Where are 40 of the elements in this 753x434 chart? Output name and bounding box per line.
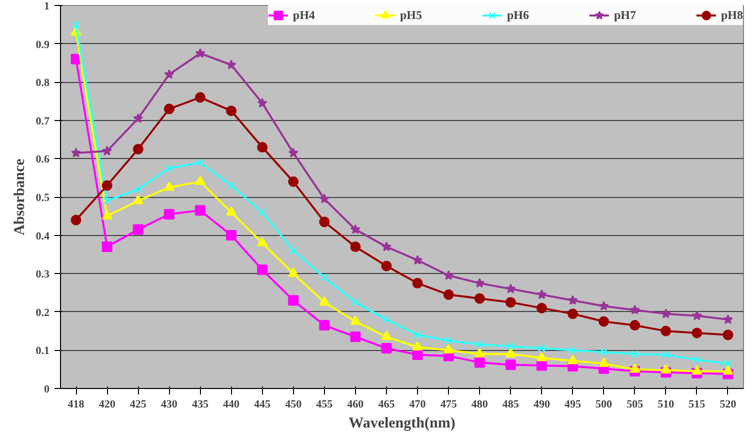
x-tick-label: 520	[720, 398, 737, 410]
x-tick-label: 420	[98, 398, 116, 410]
x-tick-label: 495	[564, 398, 582, 410]
x-tick-label: 445	[254, 398, 272, 410]
y-tick-label: 1	[44, 0, 50, 12]
y-tick-label: 0.7	[36, 115, 50, 128]
x-tick-label: 515	[688, 398, 706, 410]
x-tick-label: 470	[409, 398, 426, 410]
x-tick-label: 475	[440, 398, 458, 410]
x-tick-label: 490	[533, 398, 550, 410]
x-tick-label: 418	[68, 398, 85, 410]
x-tick-label: 510	[658, 398, 675, 410]
legend-label: pH8	[720, 8, 743, 22]
x-axis-title: Wavelength(nm)	[348, 416, 456, 432]
x-tick-label: 430	[160, 398, 178, 410]
y-tick-label: 0.4	[36, 230, 50, 242]
legend-label: pH5	[400, 8, 422, 22]
y-tick-label: 0	[44, 384, 50, 396]
y-tick-label: 0.3	[36, 268, 50, 281]
x-tick-label: 480	[471, 398, 488, 410]
x-tick-label: 425	[130, 398, 147, 410]
x-tick-label: 460	[347, 398, 364, 410]
x-tick-label: 485	[502, 398, 520, 410]
x-tick-label: 455	[316, 398, 334, 410]
y-axis-title: Absorbance	[12, 158, 28, 236]
legend-label: pH6	[506, 8, 529, 22]
x-tick-label: 435	[192, 398, 209, 410]
x-tick-label: 500	[596, 398, 613, 410]
y-tick-label: 0.5	[36, 192, 50, 204]
y-tick-label: 0.9	[36, 38, 50, 51]
legend-label: pH7	[614, 8, 636, 22]
legend-label: pH4	[292, 8, 315, 22]
x-tick-label: 465	[378, 398, 396, 410]
y-tick-label: 0.1	[36, 345, 50, 358]
x-tick-label: 450	[285, 398, 302, 410]
y-tick-label: 0.6	[36, 154, 50, 166]
y-tick-label: 0.8	[36, 77, 50, 90]
y-tick-label: 0.2	[36, 306, 50, 319]
x-tick-label: 440	[223, 398, 240, 410]
x-tick-label: 505	[626, 398, 644, 410]
